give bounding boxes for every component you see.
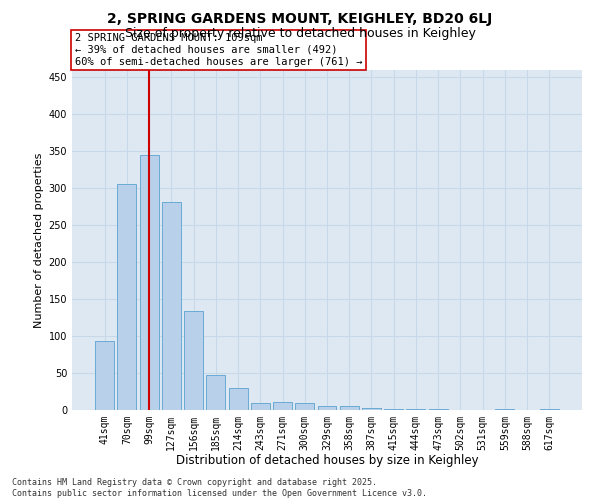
Bar <box>496 408 514 410</box>
Bar <box>540 408 559 410</box>
Bar <box>184 311 203 410</box>
Bar <box>273 402 292 410</box>
Bar <box>118 184 136 410</box>
Bar <box>140 155 158 410</box>
Text: 2, SPRING GARDENS MOUNT, KEIGHLEY, BD20 6LJ: 2, SPRING GARDENS MOUNT, KEIGHLEY, BD20 … <box>107 12 493 26</box>
Bar <box>251 402 270 410</box>
X-axis label: Distribution of detached houses by size in Keighley: Distribution of detached houses by size … <box>176 454 478 468</box>
Bar <box>317 406 337 410</box>
Bar <box>229 388 248 410</box>
Bar <box>95 342 114 410</box>
Bar <box>206 376 225 410</box>
Text: 2 SPRING GARDENS MOUNT: 109sqm
← 39% of detached houses are smaller (492)
60% of: 2 SPRING GARDENS MOUNT: 109sqm ← 39% of … <box>74 34 362 66</box>
Y-axis label: Number of detached properties: Number of detached properties <box>34 152 44 328</box>
Bar <box>162 202 181 410</box>
Text: Size of property relative to detached houses in Keighley: Size of property relative to detached ho… <box>125 28 475 40</box>
Text: Contains HM Land Registry data © Crown copyright and database right 2025.
Contai: Contains HM Land Registry data © Crown c… <box>12 478 427 498</box>
Bar <box>295 404 314 410</box>
Bar <box>362 408 381 410</box>
Bar <box>340 406 359 410</box>
